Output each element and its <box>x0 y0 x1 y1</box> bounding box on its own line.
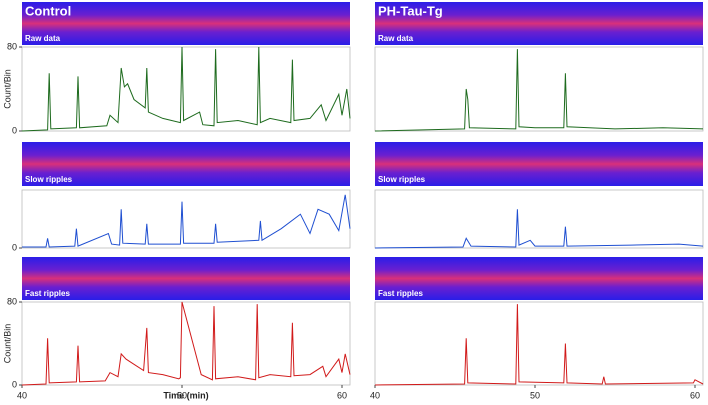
y-tick-label: 0 <box>12 242 17 252</box>
x-tick-label: 50 <box>177 390 187 400</box>
heatmap-label: Fast ripples <box>25 289 70 298</box>
x-tick-label: 40 <box>370 390 380 400</box>
heatmap-label: Raw data <box>25 34 61 43</box>
heatmap <box>375 257 703 300</box>
plot-frame <box>374 301 704 386</box>
y-axis-label: Count/Bin <box>2 324 12 364</box>
panel-title: PH-Tau-Tg <box>378 3 443 18</box>
data-line <box>374 209 704 249</box>
heatmap-label: Slow ripples <box>378 175 426 184</box>
heatmap <box>22 2 350 45</box>
plot-frame <box>374 189 704 249</box>
y-tick-label: 0 <box>12 125 17 135</box>
heatmap-label: Slow ripples <box>25 175 73 184</box>
data-line <box>374 49 704 132</box>
heatmap <box>375 142 703 186</box>
plot-frame <box>21 189 351 249</box>
y-tick-label: 80 <box>7 296 17 306</box>
y-tick-label: 0 <box>12 379 17 389</box>
heatmap <box>22 142 350 186</box>
data-line <box>22 194 351 248</box>
x-tick-label: 40 <box>17 390 27 400</box>
plot-frame <box>21 301 351 386</box>
y-tick-label: 80 <box>7 41 17 51</box>
data-line <box>374 304 704 386</box>
x-tick-label: 60 <box>690 390 700 400</box>
plot-frame <box>21 46 351 132</box>
y-axis-label: Count/Bin <box>2 69 12 109</box>
heatmap-label: Fast ripples <box>378 289 423 298</box>
x-tick-label: 60 <box>337 390 347 400</box>
data-line <box>21 301 351 386</box>
heatmap <box>375 2 703 45</box>
data-line <box>21 46 351 132</box>
panel-title: Control <box>25 3 71 18</box>
heatmap-label: Raw data <box>378 34 414 43</box>
heatmap <box>22 257 350 300</box>
x-tick-label: 50 <box>530 390 540 400</box>
plot-frame <box>374 46 704 132</box>
x-axis-label: Time (min) <box>163 390 208 400</box>
